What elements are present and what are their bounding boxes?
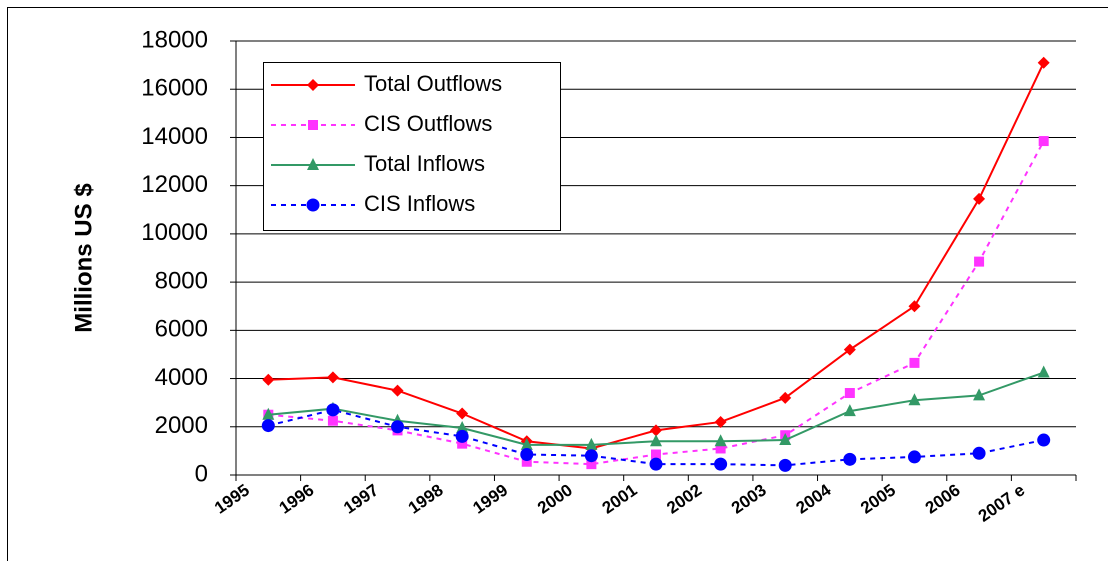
marker [308, 120, 318, 130]
marker [261, 419, 275, 433]
marker [1037, 56, 1050, 69]
x-tick-label: 1998 [405, 480, 447, 517]
y-tick-label: 6000 [155, 316, 208, 343]
y-tick-label: 18000 [141, 26, 208, 53]
marker [844, 388, 855, 399]
marker [779, 391, 792, 404]
marker [1037, 365, 1050, 378]
chart-frame [7, 7, 1108, 561]
marker [972, 446, 986, 460]
marker [586, 459, 597, 470]
marker [391, 420, 405, 434]
x-tick-label: 2007 e [975, 480, 1028, 525]
marker [306, 198, 320, 212]
marker [907, 450, 921, 464]
y-tick-label: 8000 [155, 267, 208, 294]
y-tick-label: 16000 [141, 75, 208, 102]
marker [843, 343, 856, 356]
marker [326, 403, 340, 417]
marker [973, 388, 986, 401]
marker [307, 79, 319, 91]
x-tick-label: 1997 [340, 480, 382, 517]
marker [1037, 433, 1051, 447]
marker [714, 415, 727, 428]
marker [585, 437, 598, 450]
x-tick-label: 1999 [469, 480, 511, 517]
y-tick-label: 2000 [155, 412, 208, 439]
marker [650, 424, 662, 437]
marker [778, 458, 792, 472]
marker [714, 434, 727, 447]
x-tick-label: 2000 [534, 480, 576, 517]
marker [715, 443, 726, 454]
x-tick-label: 2002 [663, 480, 705, 517]
marker [456, 420, 469, 433]
marker [326, 371, 339, 384]
legend-label: CIS Outflows [364, 111, 492, 136]
y-axis-title: Millions US $ [70, 183, 97, 333]
y-tick-label: 4000 [155, 364, 208, 391]
y-tick-label: 0 [195, 460, 208, 487]
marker [521, 456, 532, 467]
x-tick-label: 2005 [857, 480, 899, 517]
y-tick-label: 10000 [141, 219, 208, 246]
marker [1038, 136, 1049, 147]
marker [908, 393, 921, 406]
marker [520, 437, 533, 450]
x-tick-label: 2006 [922, 480, 964, 517]
marker [262, 407, 275, 420]
marker [455, 429, 469, 443]
legend-label: Total Outflows [364, 71, 502, 96]
y-tick-label: 14000 [141, 123, 208, 150]
x-tick-label: 1995 [211, 480, 253, 517]
marker [909, 357, 920, 368]
marker [908, 300, 921, 313]
marker [391, 384, 404, 397]
marker [457, 438, 468, 449]
marker [262, 373, 275, 386]
marker [843, 404, 856, 417]
x-tick-label: 1996 [276, 480, 318, 517]
marker [649, 457, 663, 471]
marker [974, 256, 985, 267]
x-tick-label: 2004 [793, 480, 835, 518]
marker [520, 448, 534, 462]
marker [584, 449, 598, 463]
marker [307, 158, 319, 170]
marker [456, 407, 469, 420]
y-tick-label: 12000 [141, 171, 208, 198]
marker [327, 415, 338, 426]
x-tick-label: 2003 [728, 480, 770, 517]
marker [650, 434, 662, 447]
marker [973, 192, 986, 205]
marker [779, 433, 792, 446]
marker [651, 449, 661, 460]
x-tick-label: 2001 [599, 480, 641, 517]
legend-label: CIS Inflows [364, 191, 475, 216]
marker [843, 452, 857, 466]
marker [714, 457, 728, 471]
legend-label: Total Inflows [364, 151, 485, 176]
